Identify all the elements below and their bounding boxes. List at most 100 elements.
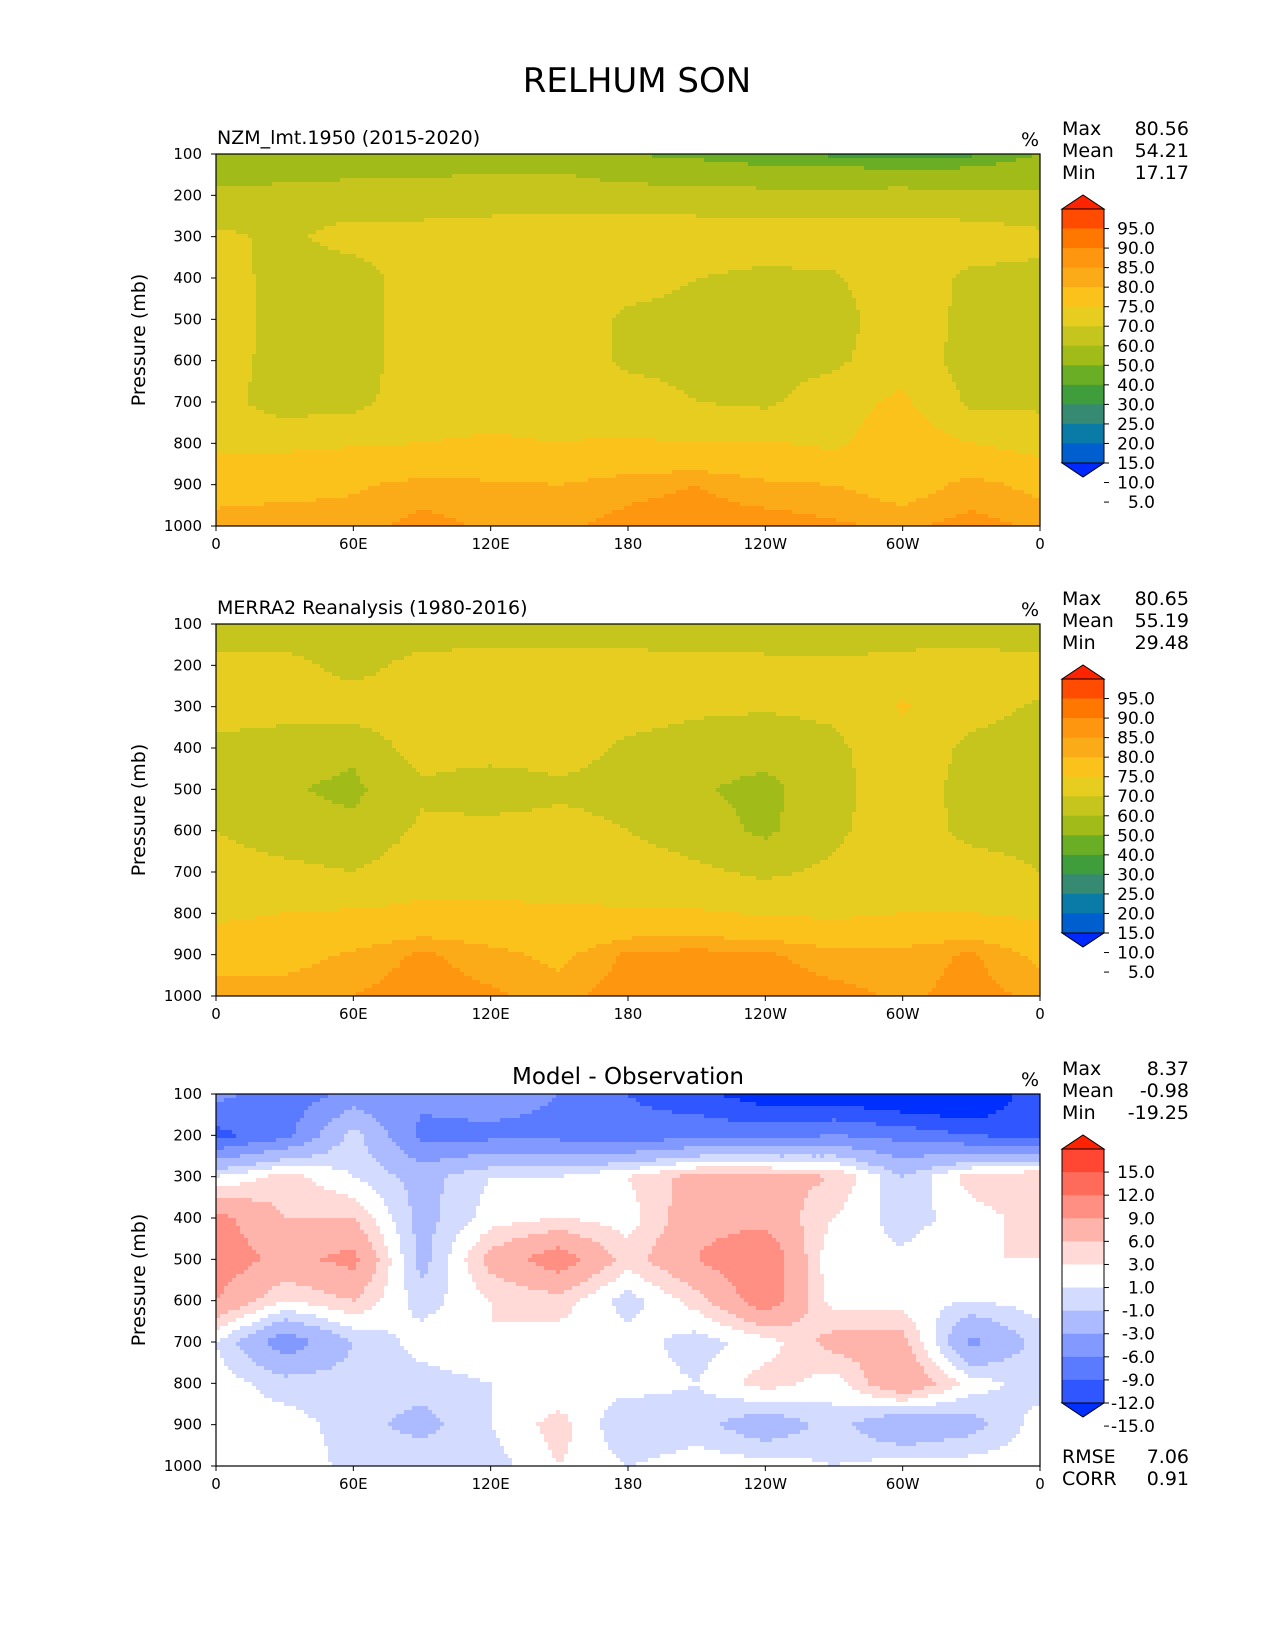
observation-y-axis-label: Pressure (mb)	[128, 744, 150, 877]
contour-cell	[872, 1458, 1041, 1463]
contour-cell	[744, 1382, 797, 1387]
colorbar-swatch	[1062, 404, 1104, 425]
contour-cell	[1028, 1410, 1041, 1415]
contour-cell	[556, 1410, 561, 1415]
contour-cell	[848, 286, 953, 291]
contour-cell	[216, 410, 265, 415]
contour-cell	[216, 514, 409, 519]
colorbar-label: 85.0	[1117, 259, 1155, 279]
contour-cell	[216, 628, 1041, 633]
contour-cell	[416, 1122, 877, 1127]
contour-cell	[344, 1138, 365, 1143]
contour-cell	[592, 988, 869, 993]
contour-cell	[216, 1298, 257, 1303]
contour-cell	[372, 1114, 421, 1119]
contour-cell	[948, 326, 1041, 331]
contour-cell	[728, 1118, 833, 1123]
contour-cell	[444, 1294, 485, 1299]
contour-cell	[844, 1206, 881, 1211]
contour-cell	[340, 1250, 357, 1255]
contour-cell	[220, 832, 405, 837]
contour-cell	[988, 972, 1041, 977]
contour-cell	[276, 724, 361, 729]
contour-cell	[492, 1306, 573, 1311]
contour-cell	[960, 1182, 1041, 1187]
contour-cell	[240, 1326, 265, 1331]
contour-cell	[608, 1162, 677, 1167]
contour-cell	[1024, 1310, 1041, 1315]
contour-cell	[604, 816, 741, 821]
contour-cell	[436, 1430, 497, 1435]
contour-cell	[216, 852, 269, 857]
contour-cell	[380, 382, 669, 387]
contour-cell	[448, 1286, 477, 1291]
contour-cell	[952, 1326, 1009, 1331]
contour-cell	[680, 1278, 729, 1283]
contour-cell	[988, 1114, 1041, 1119]
contour-cell	[640, 1214, 669, 1219]
contour-cell	[512, 434, 857, 439]
contour-cell	[636, 302, 857, 307]
contour-cell	[1032, 154, 1041, 159]
colorbar-swatch	[1062, 228, 1104, 249]
contour-cell	[332, 1118, 377, 1123]
contour-cell	[648, 498, 729, 503]
contour-cell	[384, 330, 613, 335]
contour-cell	[216, 1174, 221, 1179]
contour-cell	[612, 338, 857, 343]
contour-cell	[256, 290, 385, 295]
contour-cell	[460, 968, 557, 973]
contour-cell	[956, 514, 989, 519]
contour-cell	[364, 1290, 385, 1295]
contour-cell	[392, 740, 617, 745]
contour-cell	[476, 1206, 641, 1211]
colorbar-label: 25.0	[1117, 415, 1155, 435]
contour-cell	[952, 832, 1041, 837]
contour-cell	[340, 1142, 365, 1147]
contour-cell	[340, 908, 705, 913]
colorbar-swatch	[1062, 1356, 1104, 1381]
colorbar-swatch	[1062, 1379, 1104, 1404]
contour-cell	[852, 1186, 881, 1191]
contour-cell	[444, 956, 533, 961]
colorbar-swatch	[1062, 737, 1104, 758]
contour-cell	[232, 1130, 297, 1135]
contour-cell	[808, 968, 945, 973]
contour-cell	[856, 780, 945, 785]
contour-cell	[956, 1162, 1041, 1167]
contour-cell	[896, 912, 981, 917]
contour-cell	[216, 346, 257, 351]
contour-cell	[216, 166, 865, 171]
contour-cell	[672, 1182, 821, 1187]
contour-cell	[216, 418, 865, 423]
contour-cell	[640, 1202, 673, 1207]
contour-cell	[820, 1250, 1005, 1255]
contour-cell	[216, 1170, 249, 1175]
contour-cell	[932, 522, 1013, 527]
contour-cell	[236, 1218, 357, 1223]
contour-cell	[216, 522, 393, 527]
contour-cell	[832, 1218, 881, 1223]
contour-cell	[216, 1342, 237, 1347]
contour-cell	[744, 1434, 789, 1439]
contour-cell	[892, 1154, 925, 1159]
contour-cell	[956, 274, 1041, 279]
contour-cell	[492, 1394, 645, 1399]
contour-cell	[640, 1310, 701, 1315]
contour-cell	[544, 1418, 569, 1423]
contour-cell	[216, 1390, 261, 1395]
contour-cell	[948, 310, 1041, 315]
contour-cell	[832, 1402, 937, 1407]
contour-cell	[1004, 1358, 1041, 1363]
contour-cell	[440, 1210, 477, 1215]
contour-cell	[432, 1114, 521, 1119]
contour-cell	[216, 1454, 329, 1459]
contour-cell	[308, 1302, 377, 1307]
contour-cell	[1024, 1170, 1041, 1175]
contour-cell	[792, 960, 953, 965]
x-tick-label: 120E	[472, 1005, 510, 1023]
contour-cell	[384, 362, 617, 367]
contour-cell	[952, 302, 1041, 307]
contour-cell	[492, 1414, 549, 1419]
contour-cell	[296, 1350, 349, 1355]
